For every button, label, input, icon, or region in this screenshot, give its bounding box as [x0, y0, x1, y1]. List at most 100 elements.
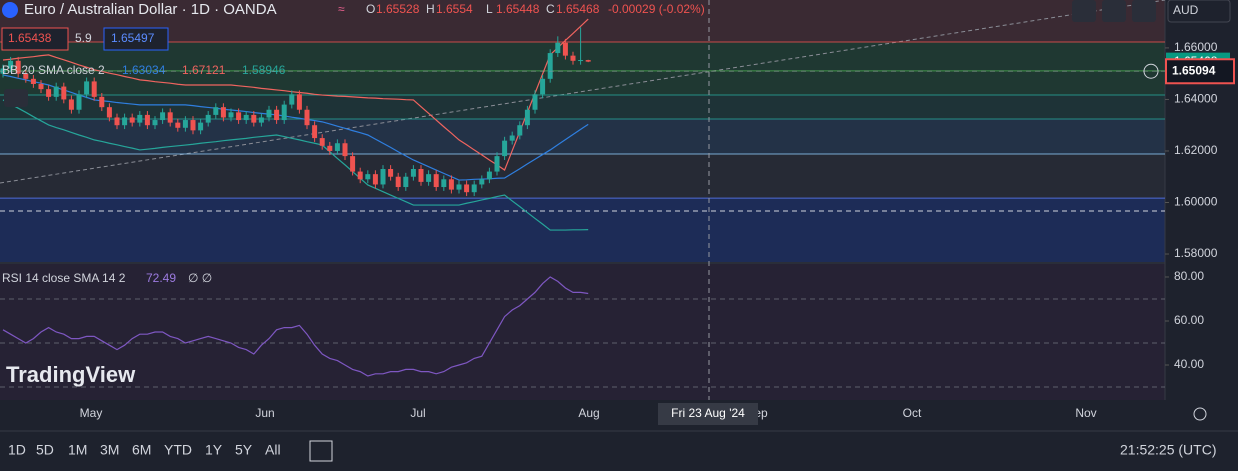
candle-body [365, 174, 371, 180]
candle-body [91, 81, 97, 97]
candle-body [578, 60, 584, 62]
ohlc-label: O [366, 2, 375, 16]
settings-button[interactable] [1193, 407, 1207, 421]
candle-body [129, 117, 135, 123]
candle-body [236, 112, 242, 121]
candle-body [61, 86, 67, 100]
candle-body [540, 78, 546, 95]
candle-body [68, 99, 74, 110]
candle-body [433, 174, 439, 188]
y-tick-label: 1.60000 [1174, 195, 1218, 209]
x-tick-label: Aug [578, 406, 599, 420]
candle-body [76, 94, 82, 110]
button[interactable] [1102, 0, 1126, 22]
alert-icon: ≈ [338, 2, 345, 16]
candle-body [357, 171, 363, 180]
y-tick-label: 1.64000 [1174, 92, 1218, 106]
ohlc-label: H [426, 2, 435, 16]
time-axis [0, 400, 1238, 431]
candle-body [266, 109, 272, 118]
x-tick-label: May [80, 406, 103, 420]
range-button[interactable]: 1M [68, 442, 87, 458]
ohlc-value: 1.6554 [436, 2, 473, 16]
rsi-line [2, 276, 589, 377]
range-button[interactable]: YTD [164, 442, 192, 458]
badge-sell: 1.65438 [8, 31, 52, 45]
y-tick-label: 60.00 [1174, 313, 1204, 327]
crosshair-price: 1.65094 [1172, 63, 1216, 77]
candle-body [312, 125, 318, 139]
candle-body [471, 184, 477, 193]
currency-select[interactable] [1167, 0, 1231, 23]
x-tick-label: Jul [410, 406, 425, 420]
candle-body [122, 117, 128, 126]
candle-body [144, 114, 150, 126]
y-tick-label: 1.58000 [1174, 246, 1218, 260]
candle-body [304, 109, 310, 126]
candle-body [570, 55, 576, 61]
y-tick-label: 80.00 [1174, 269, 1204, 283]
candle-body [532, 94, 538, 110]
candle-body [228, 112, 234, 118]
crosshair-date: Fri 23 Aug '24 [671, 406, 745, 420]
range-button[interactable]: All [265, 442, 281, 458]
collapse-button[interactable] [4, 89, 28, 107]
ohlc-change: -0.00029 (-0.02%) [608, 2, 705, 16]
candle-body [585, 60, 591, 62]
candle-body [152, 120, 158, 126]
candle-body [205, 114, 211, 123]
range-button[interactable]: 5Y [235, 442, 253, 458]
candle-body [38, 83, 44, 90]
date-range-button[interactable] [309, 440, 333, 462]
candle-body [547, 53, 553, 79]
candle-body [137, 114, 143, 123]
candle-body [84, 81, 90, 95]
zone [0, 154, 1165, 198]
button[interactable] [1132, 0, 1156, 22]
range-button[interactable]: 1D [8, 442, 26, 458]
range-button[interactable]: 6M [132, 442, 151, 458]
clock: 21:52:25 (UTC) [1120, 442, 1216, 458]
badge[interactable] [103, 27, 169, 51]
badge-spread: 5.9 [75, 31, 92, 45]
range-button[interactable]: 5D [36, 442, 54, 458]
bb-legend: BB 20 SMA close 2 [2, 63, 105, 77]
ohlc-value: 1.65468 [556, 2, 600, 16]
x-tick-label: Nov [1075, 406, 1096, 420]
rsi-extra: ∅ ∅ [188, 271, 212, 285]
range-button[interactable]: 1Y [205, 442, 223, 458]
range-button[interactable]: 3M [100, 442, 119, 458]
button[interactable] [1072, 0, 1096, 22]
symbol-icon [2, 2, 18, 18]
candle-body [30, 78, 36, 84]
candle-body [448, 179, 454, 190]
candle-body [410, 168, 416, 177]
candle-body [296, 94, 302, 110]
candle-body [486, 171, 492, 180]
ohlc-value: 1.65528 [376, 2, 420, 16]
candle-body [243, 114, 249, 121]
badge[interactable] [1, 27, 69, 51]
plot [0, 18, 1169, 388]
candle-body [380, 168, 386, 185]
candle-body [289, 94, 295, 105]
candle-body [319, 138, 325, 146]
candle-body [350, 156, 356, 172]
candle-body [251, 114, 257, 123]
bollinger-line [2, 99, 589, 231]
candle-body [46, 89, 52, 97]
candle-body [114, 117, 120, 126]
candle-body [334, 143, 340, 151]
candle-body [167, 112, 173, 123]
candle-body [220, 107, 226, 118]
candle-body [175, 122, 181, 128]
candle-body [281, 104, 287, 121]
crosshair-date-tag [658, 403, 758, 425]
rsi-value: 72.49 [146, 271, 176, 285]
zone [0, 42, 1165, 95]
candle-body [53, 86, 59, 97]
bb-lower-value: 1.58946 [242, 63, 286, 77]
trend-line [0, 0, 1166, 184]
candle-body [555, 42, 561, 54]
candle-body [190, 120, 196, 131]
